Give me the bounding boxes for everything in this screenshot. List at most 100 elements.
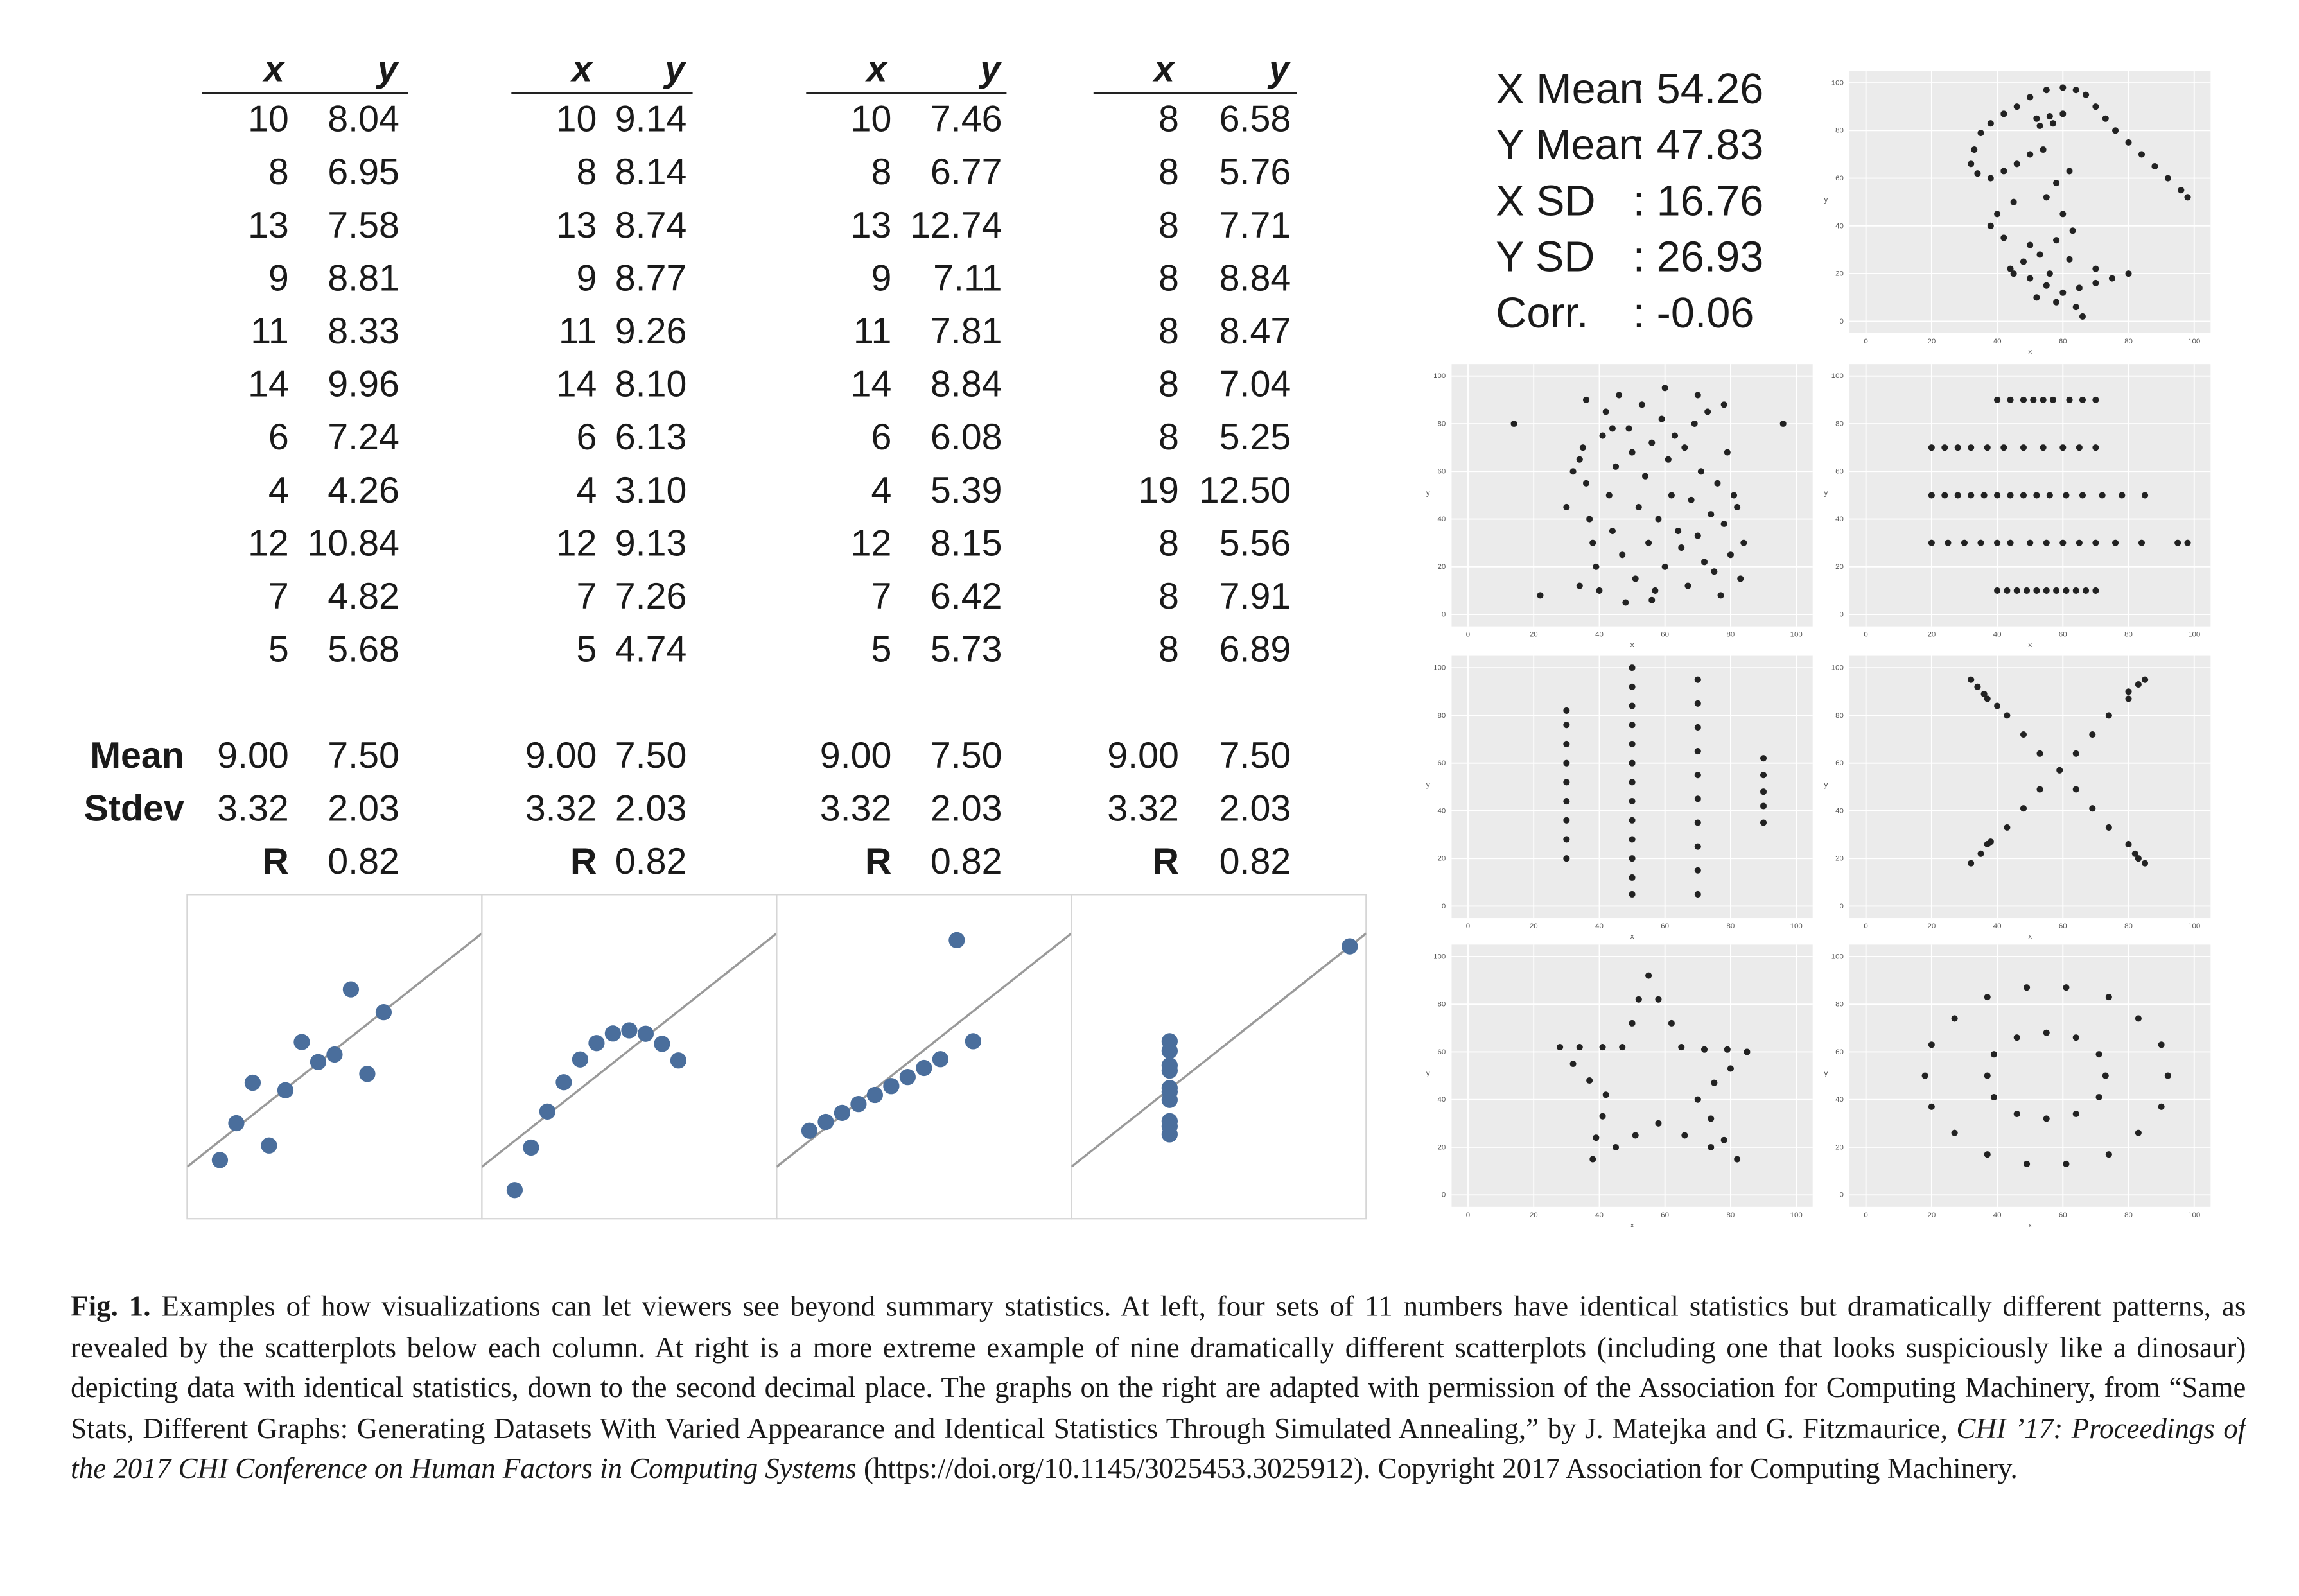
point bbox=[1645, 972, 1652, 979]
y-tick-label: 60 bbox=[1835, 759, 1844, 767]
point bbox=[1694, 772, 1701, 779]
point bbox=[211, 1152, 229, 1168]
point bbox=[1612, 463, 1620, 470]
x-tick-label: 60 bbox=[1661, 923, 1669, 930]
point bbox=[1625, 425, 1632, 432]
point bbox=[1609, 425, 1616, 432]
x-cell: 8 bbox=[268, 152, 289, 193]
point bbox=[2043, 194, 2050, 201]
point bbox=[1994, 702, 2001, 709]
x-tick-label: 40 bbox=[1993, 338, 2002, 345]
point bbox=[1537, 592, 1544, 599]
point bbox=[1760, 788, 1767, 795]
x-tick-label: 60 bbox=[1661, 631, 1669, 639]
y-header: y bbox=[663, 49, 687, 90]
x-tick-label: 20 bbox=[1530, 923, 1538, 930]
point bbox=[359, 1066, 376, 1082]
y-tick-label: 80 bbox=[1438, 712, 1446, 720]
point bbox=[637, 1025, 654, 1042]
x-cell: 8 bbox=[1158, 205, 1179, 246]
y-cell: 8.33 bbox=[328, 311, 399, 352]
point bbox=[1665, 456, 1672, 463]
point bbox=[2053, 179, 2060, 187]
point bbox=[1694, 1096, 1701, 1103]
y-cell: 9.14 bbox=[615, 99, 687, 140]
y-axis-label: y bbox=[1824, 781, 1828, 789]
y-cell: 5.68 bbox=[328, 629, 399, 670]
y-cell: 6.42 bbox=[931, 576, 1002, 617]
x-tick-label: 100 bbox=[2188, 923, 2200, 930]
x-cell: 8 bbox=[1158, 576, 1179, 617]
point bbox=[1557, 1043, 1564, 1051]
point bbox=[2020, 444, 2027, 451]
y-tick-label: 40 bbox=[1835, 222, 1844, 230]
y-cell: 8.14 bbox=[615, 152, 687, 193]
x-cell: 10 bbox=[556, 99, 597, 140]
y-cell: 7.81 bbox=[931, 311, 1002, 352]
point bbox=[1593, 563, 1600, 570]
point bbox=[2142, 676, 2149, 683]
point bbox=[1708, 1115, 1715, 1122]
point bbox=[2000, 110, 2007, 117]
point bbox=[2102, 1072, 2109, 1079]
point bbox=[2142, 492, 2149, 499]
point bbox=[2049, 396, 2057, 403]
y-tick-label: 20 bbox=[1438, 1143, 1446, 1151]
point bbox=[1974, 170, 1981, 177]
point bbox=[1684, 582, 1691, 589]
y-tick-label: 20 bbox=[1438, 563, 1446, 571]
x-cell: 11 bbox=[853, 311, 892, 352]
point bbox=[1977, 129, 1984, 137]
point bbox=[2007, 539, 2014, 546]
point bbox=[2164, 1072, 2171, 1079]
y-cell: 8.84 bbox=[931, 364, 1002, 405]
point bbox=[2066, 168, 2073, 175]
point bbox=[1661, 563, 1668, 570]
x-tick-label: 100 bbox=[2188, 338, 2200, 345]
point bbox=[1720, 520, 1727, 528]
point bbox=[1724, 1046, 1731, 1053]
point bbox=[1596, 587, 1603, 594]
point bbox=[1629, 740, 1636, 747]
point bbox=[2108, 275, 2116, 282]
point bbox=[1161, 1043, 1178, 1059]
x-cell: 14 bbox=[556, 364, 597, 405]
point bbox=[2105, 1151, 2112, 1158]
x-cell: 10 bbox=[248, 99, 289, 140]
point bbox=[261, 1137, 277, 1154]
point bbox=[2089, 731, 2096, 738]
x-tick-label: 20 bbox=[1530, 631, 1538, 639]
point bbox=[2184, 194, 2191, 201]
y-cell: 8.10 bbox=[615, 364, 687, 405]
point bbox=[1563, 759, 1570, 767]
stat-label: X Mean bbox=[1496, 65, 1643, 113]
x-cell: 8 bbox=[1158, 311, 1179, 352]
point bbox=[277, 1082, 294, 1098]
point bbox=[2092, 265, 2099, 272]
point bbox=[1563, 779, 1570, 786]
point bbox=[2131, 850, 2138, 857]
point bbox=[2030, 396, 2037, 403]
point bbox=[2135, 1129, 2142, 1136]
point bbox=[1694, 795, 1701, 802]
x-cell: 12 bbox=[851, 523, 892, 564]
figure-body: x y 10 8.04 8 6.95 13 7.58 9 8.81 11 8.33 14 9.96 6 7.2… bbox=[84, 49, 2211, 1229]
x-cell: 5 bbox=[871, 629, 891, 670]
point bbox=[1605, 492, 1613, 499]
point bbox=[1968, 492, 1975, 499]
point bbox=[1599, 432, 1606, 439]
point bbox=[2138, 151, 2146, 158]
point bbox=[2040, 396, 2047, 403]
point bbox=[1619, 1043, 1626, 1051]
y-cell: 6.58 bbox=[1219, 99, 1291, 140]
point bbox=[1629, 702, 1636, 709]
point bbox=[1717, 592, 1724, 599]
point bbox=[2151, 162, 2158, 170]
point bbox=[2040, 146, 2047, 153]
point bbox=[1744, 1048, 1751, 1055]
point bbox=[1668, 1019, 1675, 1027]
point bbox=[2036, 122, 2043, 129]
point bbox=[2053, 299, 2060, 306]
point bbox=[2027, 151, 2034, 158]
point bbox=[1737, 575, 1744, 582]
